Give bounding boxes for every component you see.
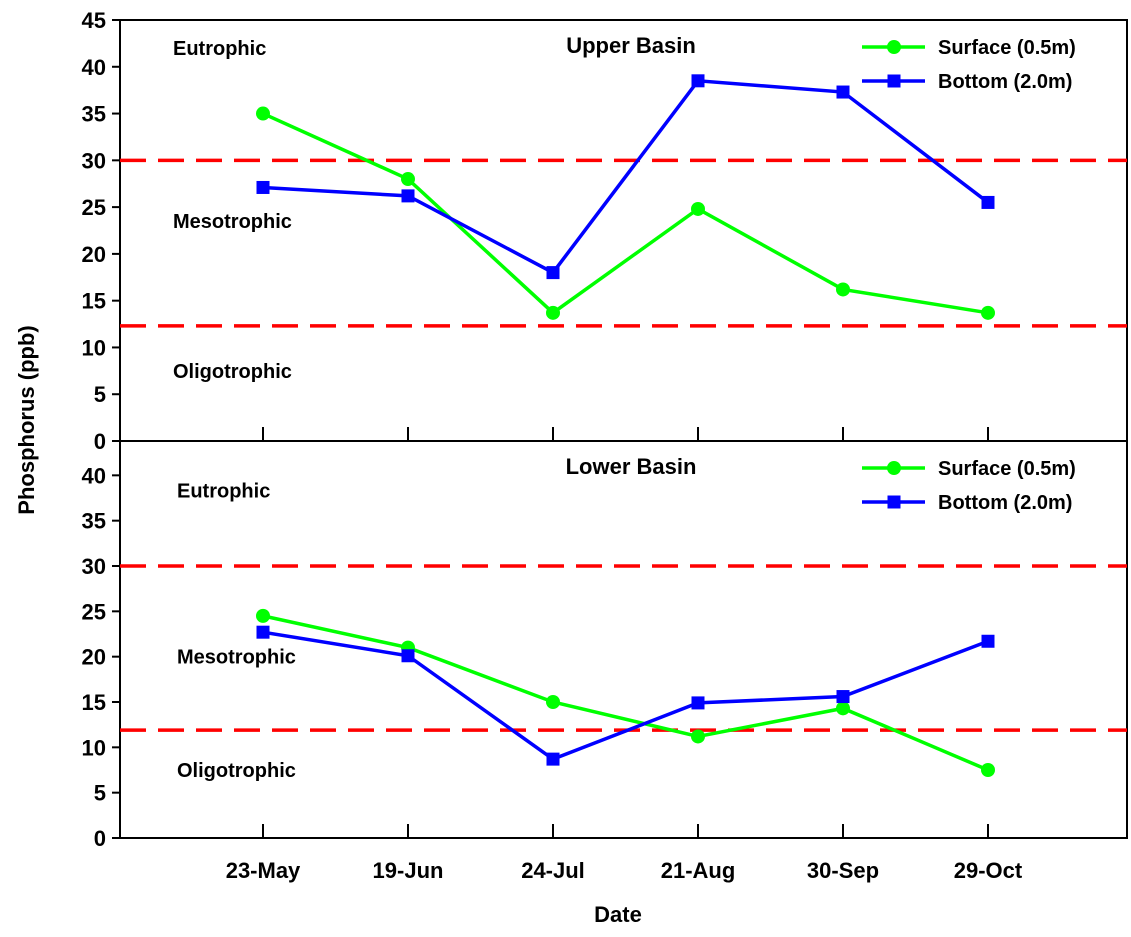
series-line-surface	[262, 111, 989, 316]
panel-title: Lower Basin	[566, 454, 697, 479]
data-point-surface	[836, 701, 850, 716]
y-tick-label: 15	[82, 289, 106, 314]
zone-label-mesotrophic: Mesotrophic	[173, 211, 292, 233]
data-point-bottom	[546, 752, 560, 766]
data-point-bottom	[981, 195, 995, 209]
y-tick-label: 10	[82, 735, 106, 760]
data-point-surface	[981, 305, 995, 320]
panel-title: Upper Basin	[566, 33, 696, 58]
data-point-surface	[256, 106, 270, 121]
y-tick-label: 5	[94, 382, 106, 407]
plot-layer: Upper Basin Eutrophic Mesotrophic Oligotrop…	[120, 33, 1127, 782]
panel-upper: Upper Basin Eutrophic Mesotrophic Oligotrop…	[120, 33, 1127, 383]
series-line-bottom	[262, 630, 989, 762]
legend-marker-surface	[887, 461, 901, 475]
y-tick-label: 0	[94, 429, 106, 454]
y-tick-label: 40	[82, 55, 106, 80]
y-tick-label: 25	[82, 195, 106, 220]
y-tick-label: 45	[82, 8, 106, 33]
data-point-surface	[256, 608, 270, 623]
data-point-bottom	[836, 690, 850, 704]
legend-label: Surface (0.5m)	[938, 37, 1076, 59]
data-point-surface	[401, 172, 415, 187]
x-tick-label: 30-Sep	[807, 858, 879, 883]
y-tick-label: 30	[82, 554, 106, 579]
plot-frame-1	[119, 440, 1128, 839]
legend-marker-surface	[887, 40, 901, 54]
x-tick-label: 23-May	[226, 858, 301, 883]
data-point-surface	[691, 201, 705, 216]
data-point-bottom	[981, 634, 995, 648]
data-point-surface	[981, 763, 995, 777]
zone-label-oligotrophic: Oligotrophic	[177, 760, 296, 782]
data-point-bottom	[691, 74, 705, 88]
data-point-surface	[836, 282, 850, 297]
data-point-bottom	[546, 266, 560, 280]
y-tick-label: 30	[82, 148, 106, 173]
axes-layer: 0 5 10 15 20 25 30 35 40 45 0 5 10 15 20 25 30 35 40 23-May…	[82, 8, 1128, 883]
data-point-bottom	[836, 85, 850, 99]
y-tick-label: 20	[82, 645, 106, 670]
zone-label-eutrophic: Eutrophic	[177, 481, 270, 503]
legend-marker-bottom	[887, 495, 901, 509]
y-tick-label: 35	[82, 102, 106, 127]
y-tick-label: 5	[94, 781, 106, 806]
legend-label: Surface (0.5m)	[938, 458, 1076, 480]
legend-marker-bottom	[887, 74, 901, 88]
y-tick-label: 15	[82, 690, 106, 715]
data-point-surface	[546, 695, 560, 709]
y-tick-label: 10	[82, 335, 106, 360]
data-point-bottom	[691, 696, 705, 710]
series-line-surface	[262, 614, 989, 772]
legend-label: Bottom (2.0m)	[938, 71, 1072, 93]
x-tick-label: 24-Jul	[521, 858, 585, 883]
data-point-surface	[691, 729, 705, 744]
zone-label-oligotrophic: Oligotrophic	[173, 361, 292, 383]
panel-lower: Lower Basin Eutrophic Mesotrophic Oligotrop…	[120, 454, 1127, 782]
y-tick-label: 20	[82, 242, 106, 267]
x-axis-title: Date	[594, 902, 642, 927]
data-point-bottom	[256, 180, 270, 194]
series-line-bottom	[262, 78, 990, 275]
y-tick-label: 35	[82, 509, 106, 534]
data-point-bottom	[256, 625, 270, 639]
data-point-bottom	[401, 649, 415, 663]
x-tick-label: 21-Aug	[661, 858, 736, 883]
x-tick-label: 29-Oct	[954, 858, 1023, 883]
legend-label: Bottom (2.0m)	[938, 492, 1072, 514]
y-tick-label: 0	[94, 826, 106, 851]
zone-label-mesotrophic: Mesotrophic	[177, 647, 296, 669]
data-point-bottom	[401, 189, 415, 203]
y-axis-title: Phosphorus (ppb)	[14, 325, 39, 514]
y-tick-label: 25	[82, 599, 106, 624]
x-tick-label: 19-Jun	[373, 858, 444, 883]
data-point-surface	[546, 305, 560, 320]
zone-label-eutrophic: Eutrophic	[173, 38, 266, 60]
y-tick-label: 40	[82, 463, 106, 488]
